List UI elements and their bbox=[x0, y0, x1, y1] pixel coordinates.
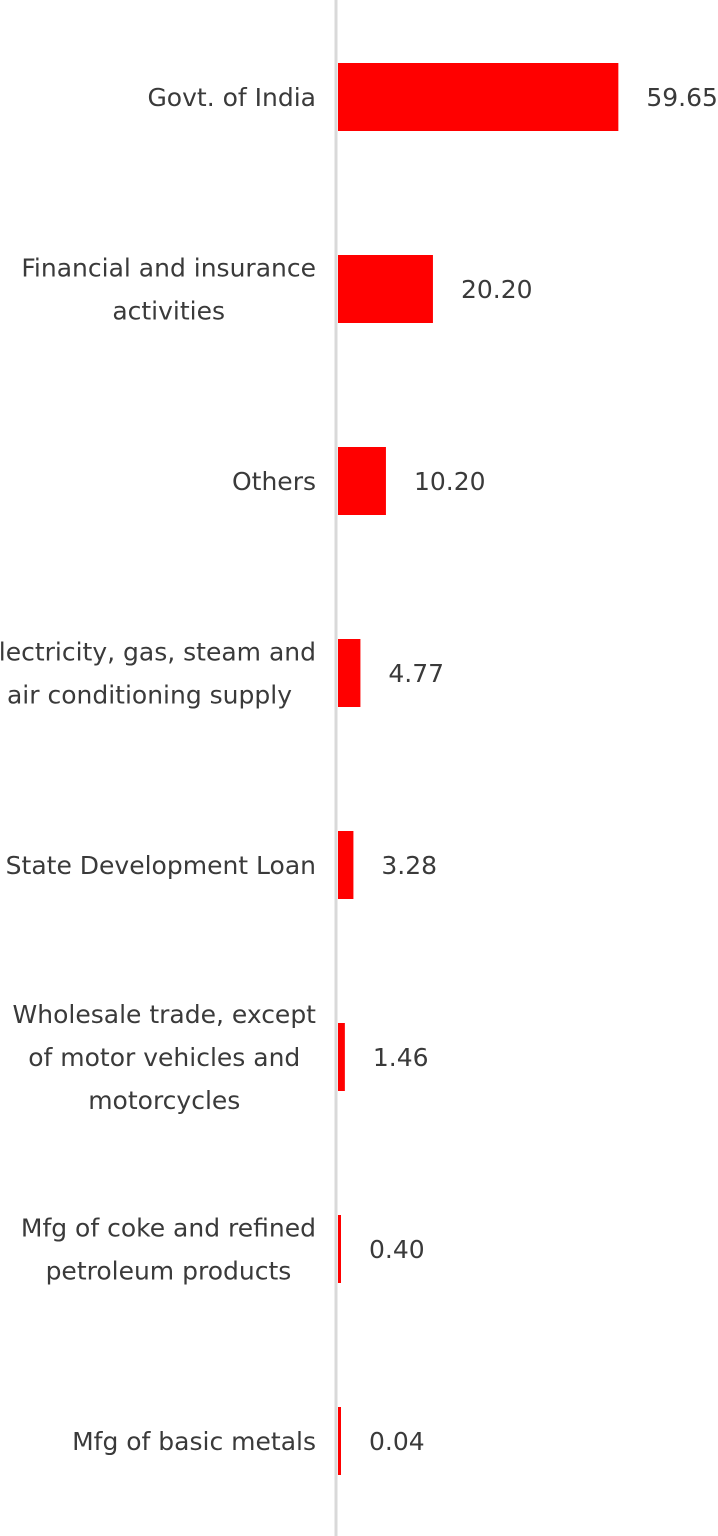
category-label-1: Financial and insurance activities bbox=[21, 254, 316, 326]
category-label-5: Wholesale trade, except of motor vehicles… bbox=[13, 1000, 317, 1115]
bars-group bbox=[338, 63, 619, 1475]
category-label-3: Electricity, gas, steam and air condition… bbox=[0, 638, 316, 710]
category-label-line: Mfg of coke and refined bbox=[21, 1214, 316, 1243]
value-label-5: 1.46 bbox=[373, 1043, 429, 1072]
category-label-line: motorcycles bbox=[88, 1086, 240, 1115]
bar-2 bbox=[338, 447, 386, 515]
value-label-6: 0.40 bbox=[369, 1235, 425, 1264]
value-label-1: 20.20 bbox=[461, 275, 533, 304]
category-label-line: State Development Loan bbox=[6, 851, 316, 880]
value-label-2: 10.20 bbox=[414, 467, 486, 496]
category-labels-group: Govt. of India Financial and insurance act… bbox=[0, 83, 316, 1456]
value-label-0: 59.65 bbox=[646, 83, 718, 112]
category-label-line: activities bbox=[112, 297, 225, 326]
category-label-line: of motor vehicles and bbox=[28, 1043, 300, 1072]
category-label-line: Govt. of India bbox=[147, 83, 316, 112]
value-label-3: 4.77 bbox=[388, 659, 444, 688]
category-label-line: Others bbox=[232, 467, 316, 496]
category-label-line: Electricity, gas, steam and bbox=[0, 638, 316, 667]
value-label-4: 3.28 bbox=[381, 851, 437, 880]
bar-0 bbox=[338, 63, 619, 131]
category-label-2: Others bbox=[232, 467, 316, 496]
value-labels-group: 59.65 20.20 10.20 4.77 3.28 1.46 0.40 0.04 bbox=[369, 83, 718, 1456]
bar-5 bbox=[338, 1023, 345, 1091]
category-label-6: Mfg of coke and refined petroleum product… bbox=[21, 1214, 316, 1286]
category-label-4: State Development Loan bbox=[6, 851, 316, 880]
value-label-7: 0.04 bbox=[369, 1427, 425, 1456]
bar-1 bbox=[338, 255, 433, 323]
category-label-line: Mfg of basic metals bbox=[72, 1427, 316, 1456]
bar-6 bbox=[338, 1215, 341, 1283]
bar-7 bbox=[338, 1407, 341, 1475]
category-label-line: air conditioning supply bbox=[7, 681, 292, 710]
category-label-line: Financial and insurance bbox=[21, 254, 316, 283]
bar-4 bbox=[338, 831, 354, 899]
category-label-line: Wholesale trade, except bbox=[13, 1000, 317, 1029]
category-label-7: Mfg of basic metals bbox=[72, 1427, 316, 1456]
category-label-0: Govt. of India bbox=[147, 83, 316, 112]
bar-3 bbox=[338, 639, 361, 707]
category-label-line: petroleum products bbox=[46, 1257, 292, 1286]
